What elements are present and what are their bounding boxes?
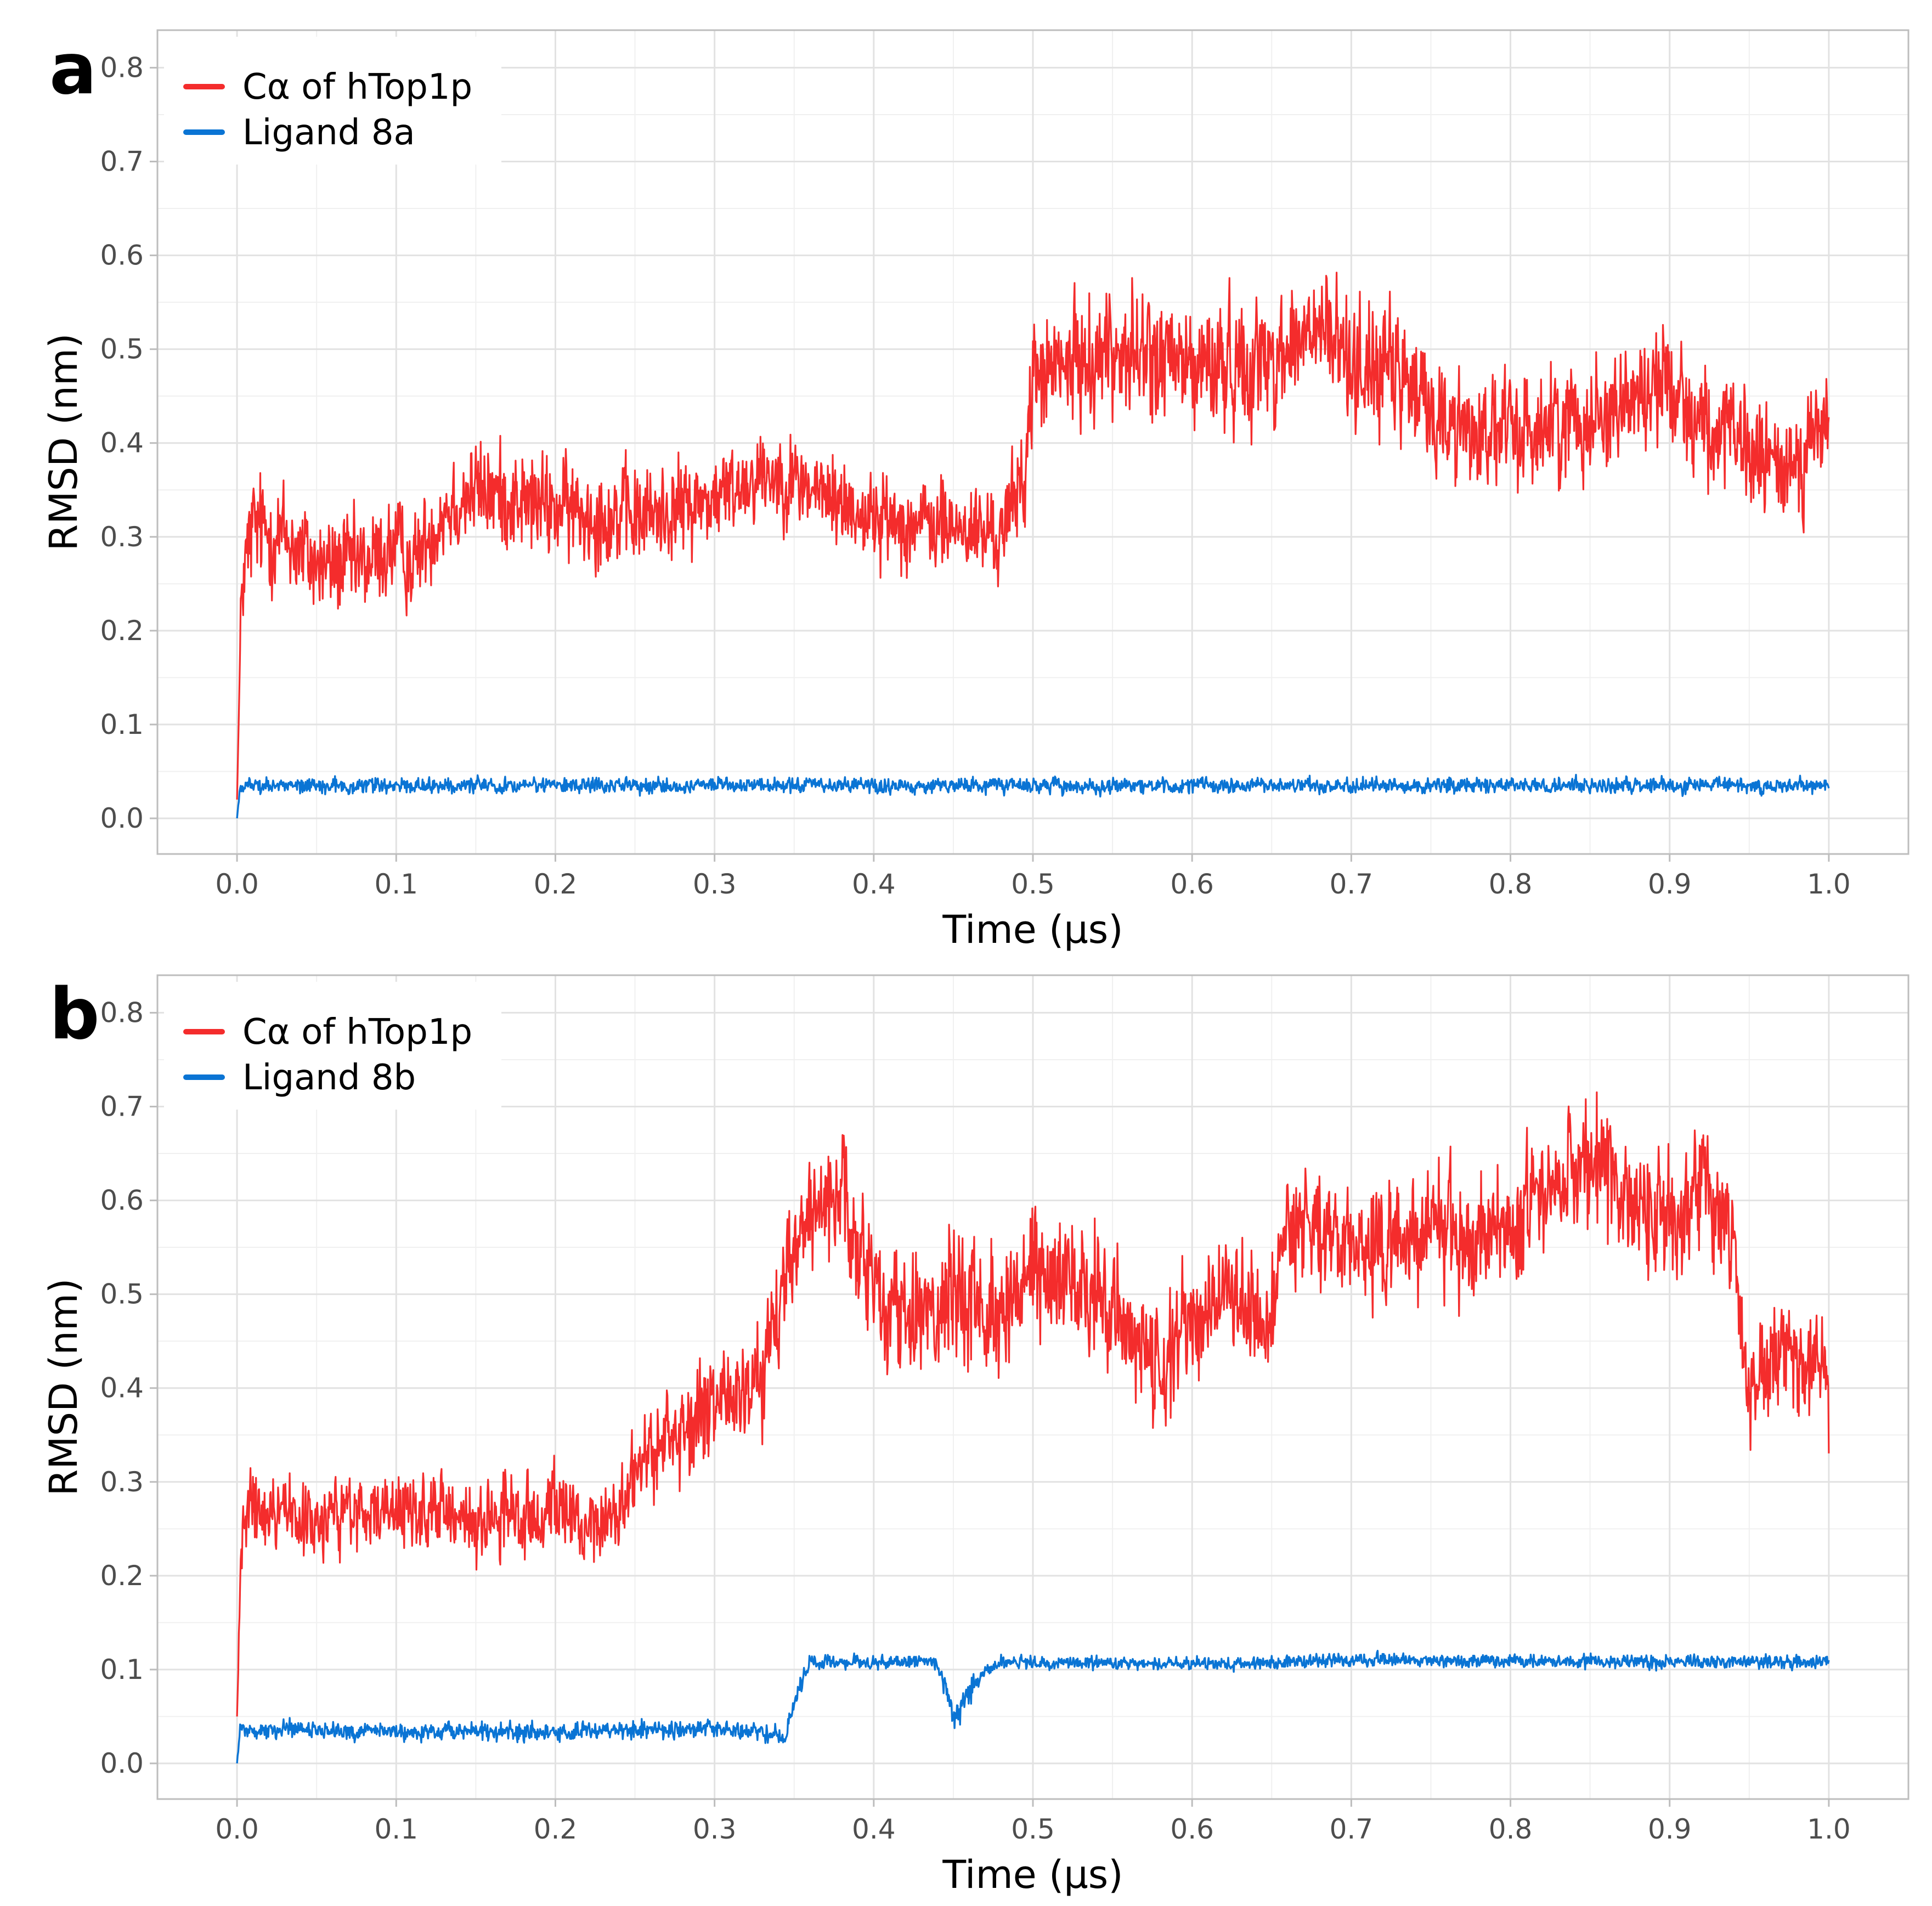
series-line-ligand — [236, 1649, 1830, 1764]
y-tick-label: 0.4 — [100, 1372, 144, 1404]
x-tick-label: 0.1 — [375, 868, 419, 900]
y-tick-label: 0.5 — [100, 333, 144, 365]
x-tick-label: 0.5 — [1011, 868, 1055, 900]
y-tick-label: 0.3 — [100, 1466, 144, 1498]
x-tick-label: 0.9 — [1648, 1813, 1692, 1845]
series-line-calpha — [236, 1091, 1830, 1717]
x-tick-label: 0.7 — [1330, 1813, 1374, 1845]
legend-label-ligand: Ligand 8a — [242, 112, 415, 153]
x-tick-label: 0.2 — [534, 1813, 578, 1845]
x-tick-label: 0.0 — [215, 868, 259, 900]
y-axis-title: RMSD (nm) — [41, 333, 86, 551]
y-tick-label: 0.6 — [100, 1185, 144, 1217]
x-tick-label: 0.8 — [1489, 868, 1533, 900]
legend-label-calpha: Cα of hTop1p — [242, 1012, 472, 1053]
x-tick-label: 0.2 — [534, 868, 578, 900]
y-tick-label: 0.8 — [100, 997, 144, 1028]
x-tick-label: 0.8 — [1489, 1813, 1533, 1845]
y-tick-label: 0.2 — [100, 615, 144, 647]
x-tick-label: 0.3 — [693, 868, 737, 900]
y-tick-label: 0.7 — [100, 145, 144, 177]
y-tick-label: 0.1 — [100, 1654, 144, 1686]
x-tick-label: 0.3 — [693, 1813, 737, 1845]
legend-background — [164, 37, 501, 165]
panel-label: b — [49, 974, 100, 1055]
series-line-ligand — [236, 773, 1830, 819]
legend-label-ligand: Ligand 8b — [242, 1057, 416, 1098]
y-tick-label: 0.5 — [100, 1279, 144, 1310]
x-axis-title: Time (μs) — [942, 907, 1123, 952]
y-tick-label: 0.6 — [100, 240, 144, 272]
y-tick-label: 0.0 — [100, 1747, 144, 1779]
y-tick-label: 0.3 — [100, 521, 144, 553]
x-axis-title: Time (μs) — [942, 1852, 1123, 1897]
legend-background — [164, 982, 501, 1110]
y-tick-label: 0.0 — [100, 802, 144, 834]
y-tick-label: 0.7 — [100, 1090, 144, 1122]
x-tick-label: 0.6 — [1170, 868, 1214, 900]
x-tick-label: 0.7 — [1330, 868, 1374, 900]
y-tick-label: 0.1 — [100, 709, 144, 740]
x-tick-label: 0.9 — [1648, 868, 1692, 900]
x-tick-label: 1.0 — [1807, 868, 1851, 900]
x-tick-label: 0.6 — [1170, 1813, 1214, 1845]
y-tick-label: 0.4 — [100, 427, 144, 459]
x-tick-label: 0.1 — [375, 1813, 419, 1845]
x-tick-label: 0.4 — [852, 1813, 896, 1845]
y-tick-label: 0.2 — [100, 1560, 144, 1592]
x-tick-label: 0.5 — [1011, 1813, 1055, 1845]
x-tick-label: 0.4 — [852, 868, 896, 900]
y-axis-title: RMSD (nm) — [41, 1279, 86, 1496]
panel-a: 0.0 0.1 0.2 0.3 0.4 0.5 0.6 0.7 0.8 0.9 1.0 0.0 0.1 0… — [41, 29, 1910, 952]
x-tick-label: 0.0 — [215, 1813, 259, 1845]
panel-label: a — [49, 29, 97, 110]
y-tick-label: 0.8 — [100, 52, 144, 83]
series-line-calpha — [236, 272, 1830, 800]
x-tick-label: 1.0 — [1807, 1813, 1851, 1845]
panel-b: 0.0 0.1 0.2 0.3 0.4 0.5 0.6 0.7 0.8 0.9 1.0 0.0 0.1 0… — [41, 974, 1910, 1897]
legend-label-calpha: Cα of hTop1p — [242, 67, 472, 108]
